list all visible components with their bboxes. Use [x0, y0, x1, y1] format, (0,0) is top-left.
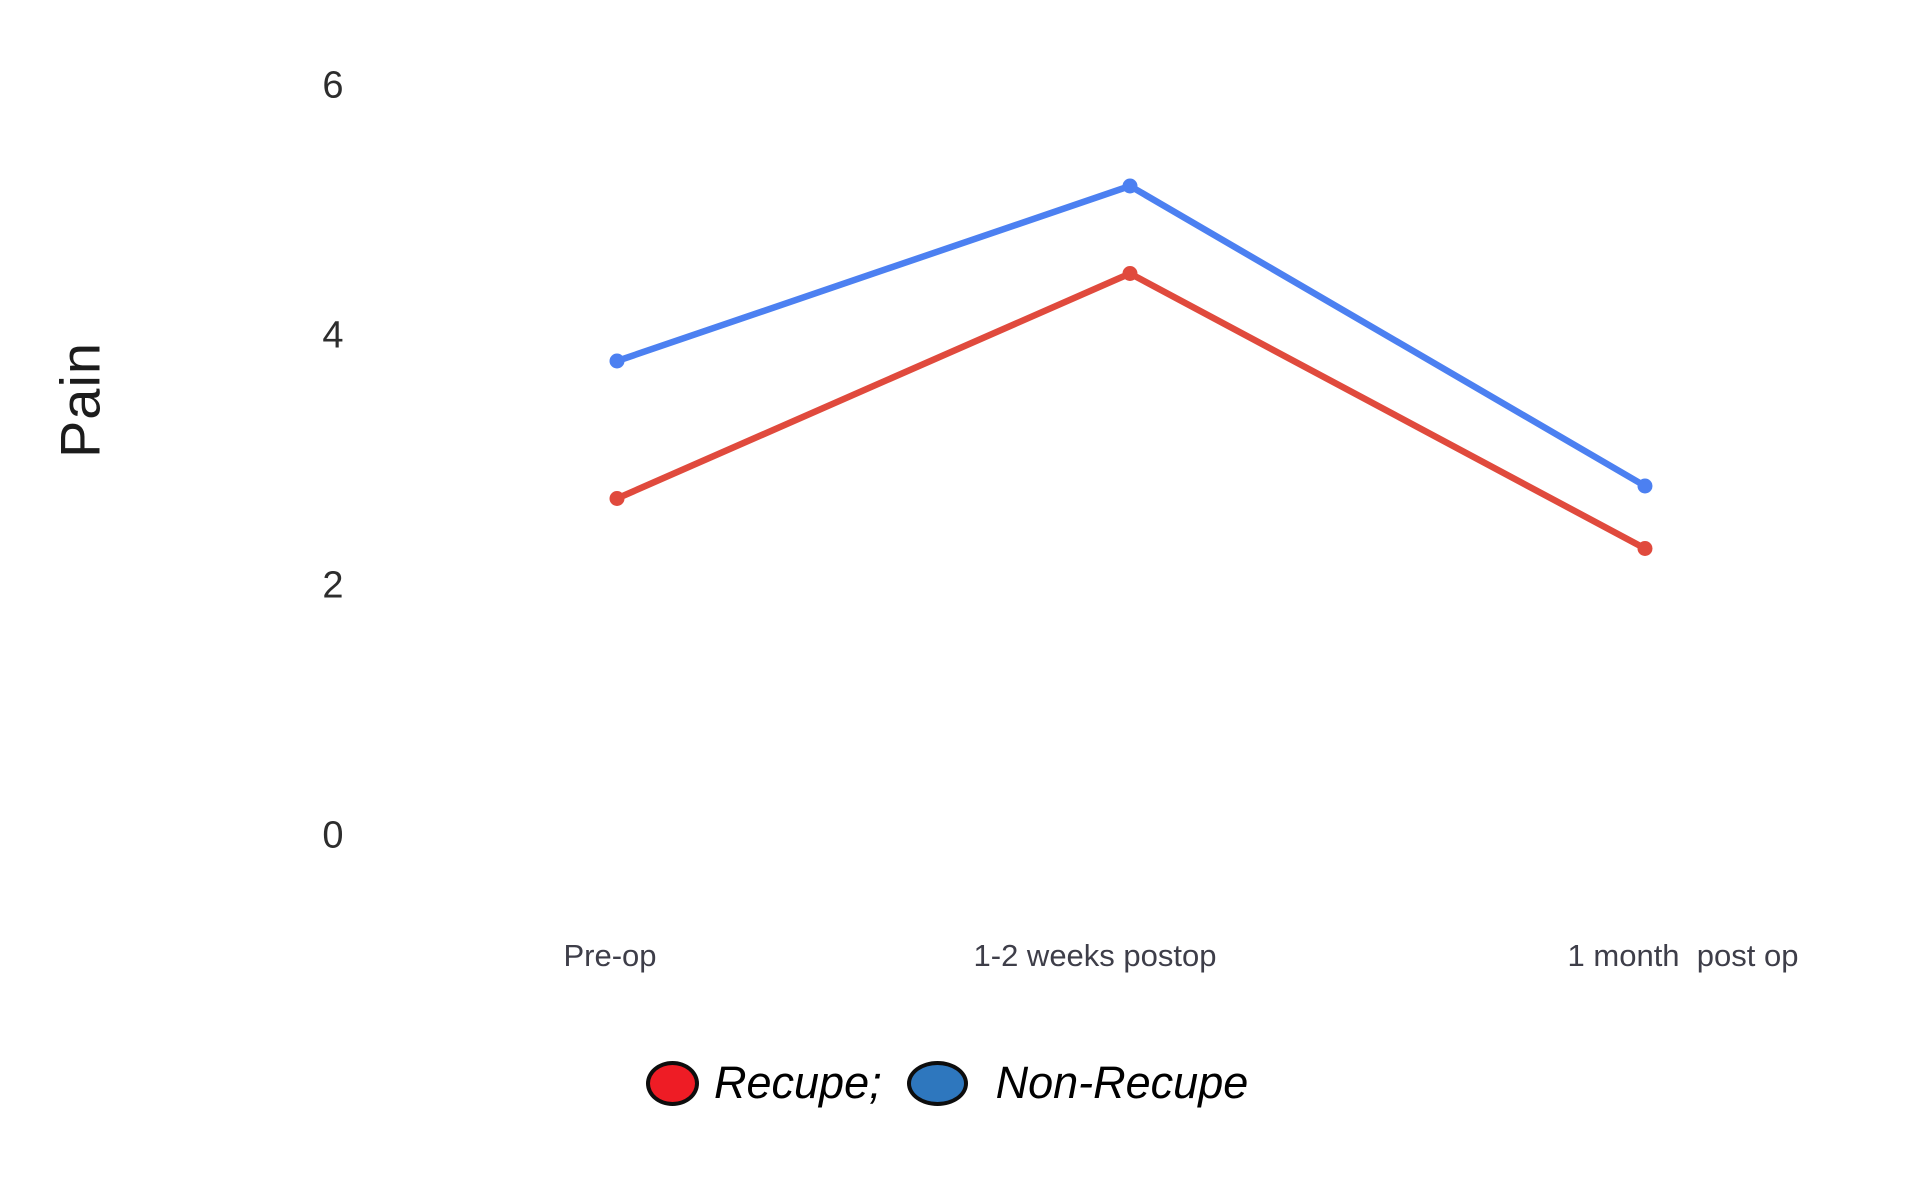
recupe-legend-label: Recupe;	[714, 1057, 882, 1108]
non-recupe-data-point	[1637, 478, 1653, 494]
non-recupe-legend-marker-icon	[906, 1060, 968, 1106]
x-axis-label: 1 month post op	[1567, 938, 1799, 973]
non-recupe-data-point	[609, 353, 625, 369]
y-tick-label: 0	[322, 814, 344, 857]
non-recupe-line	[613, 182, 1649, 490]
legend: Recupe; Non-Recupe	[646, 1057, 1248, 1109]
y-tick-label: 6	[322, 64, 344, 107]
non-recupe-legend-label: Non-Recupe	[995, 1057, 1249, 1108]
y-tick-label: 4	[322, 314, 344, 357]
recupe-data-point	[1122, 266, 1138, 281]
recupe-line	[613, 270, 1649, 552]
recupe-data-point	[1637, 541, 1653, 556]
y-tick-label: 2	[322, 564, 344, 607]
non-recupe-data-point	[1122, 178, 1138, 194]
recupe-data-point	[609, 491, 625, 506]
recupe-legend-marker-icon	[646, 1060, 699, 1106]
x-axis-label: Pre-op	[563, 938, 657, 973]
x-axis-label: 1-2 weeks postop	[973, 938, 1217, 973]
